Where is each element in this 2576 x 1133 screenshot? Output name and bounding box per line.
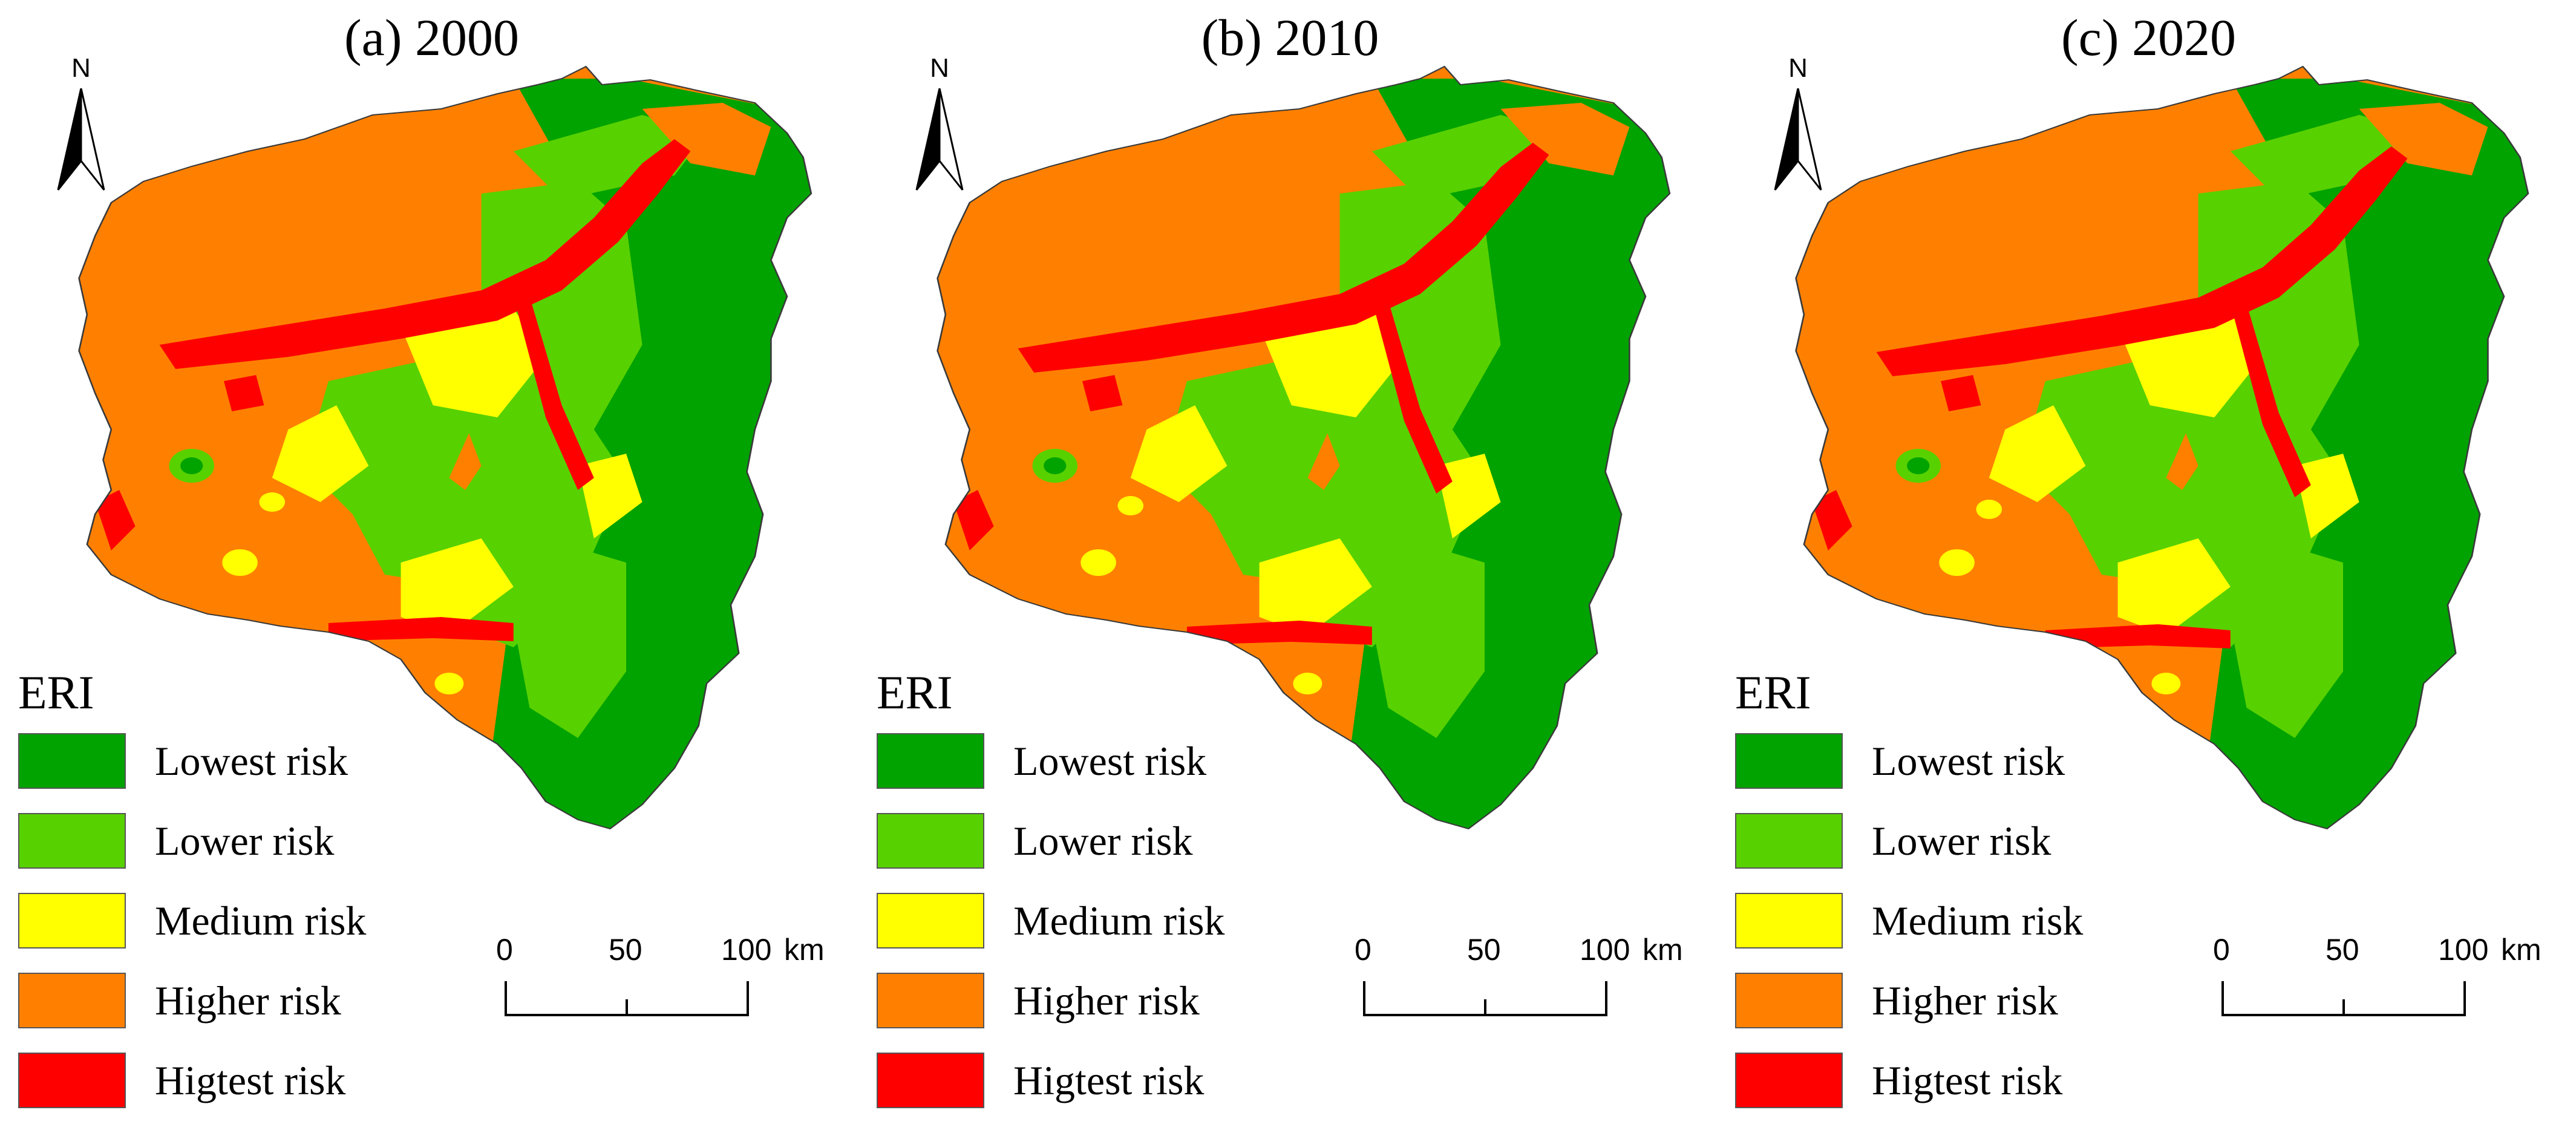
legend-label: Lower risk — [155, 818, 335, 864]
legend-item: Higher risk — [877, 973, 1312, 1033]
legend-item: Higtest risk — [18, 1053, 454, 1113]
north-label: N — [1788, 53, 1808, 83]
legend-label: Higher risk — [155, 978, 341, 1024]
map-area — [1780, 42, 2576, 841]
legend-swatch — [877, 893, 984, 949]
legend: ERI Lowest risk Lower risk Medium risk H… — [1735, 665, 2171, 1125]
legend-label: Higtest risk — [155, 1057, 346, 1103]
legend-swatch — [18, 1053, 126, 1108]
north-label: N — [930, 53, 949, 83]
panel-title: (c) 2020 — [2061, 8, 2236, 67]
north-arrow-icon — [57, 88, 105, 191]
scale-unit: km — [1643, 933, 1683, 967]
north-arrow-icon — [915, 88, 964, 191]
legend-swatch — [877, 1053, 984, 1108]
legend-label: Medium risk — [1872, 898, 2084, 944]
scale-bar-line — [505, 981, 749, 1016]
legend-title: ERI — [1735, 666, 1811, 719]
scale-tick-50: 50 — [2326, 933, 2359, 967]
legend-item: Medium risk — [18, 893, 454, 953]
scale-bar-line — [1363, 981, 1607, 1016]
region-boundary — [1795, 65, 2529, 830]
legend-title: ERI — [18, 666, 94, 719]
scale-tick-0: 0 — [496, 933, 513, 967]
medium-risk-zone — [1259, 309, 1404, 417]
scale-tick-100: 100 — [2438, 933, 2489, 967]
highest-risk-corridor — [159, 139, 691, 369]
legend: ERI Lowest risk Lower risk Medium risk H… — [877, 665, 1312, 1125]
north-label: N — [71, 53, 91, 83]
legend-label: Lowest risk — [1013, 738, 1207, 784]
legend-label: Medium risk — [155, 898, 367, 944]
legend-swatch — [877, 973, 984, 1028]
panel-title: (b) 2010 — [1201, 8, 1379, 67]
region-boundary — [78, 65, 812, 830]
legend-item: Higher risk — [18, 973, 454, 1033]
north-arrow-icon — [1774, 88, 1822, 191]
legend-item: Medium risk — [1735, 893, 2171, 953]
panel-title: (a) 2000 — [344, 8, 519, 67]
map-area — [921, 42, 1726, 841]
legend-swatch — [877, 733, 984, 789]
legend-item: Higtest risk — [877, 1053, 1312, 1113]
legend-label: Higher risk — [1013, 978, 1200, 1024]
legend-item: Lower risk — [1735, 813, 2171, 873]
legend-label: Lower risk — [1872, 818, 2051, 864]
legend-item: Medium risk — [877, 893, 1312, 953]
scale-tick-50: 50 — [609, 933, 642, 967]
legend-item: Lowest risk — [877, 733, 1312, 794]
map-area — [63, 42, 868, 841]
region-boundary — [937, 65, 1671, 830]
legend-label: Medium risk — [1013, 898, 1225, 944]
legend-label: Lowest risk — [155, 738, 348, 784]
legend-item: Higtest risk — [1735, 1053, 2171, 1113]
legend-item: Lowest risk — [18, 733, 454, 794]
north-arrow: N — [903, 53, 976, 198]
legend-label: Lowest risk — [1872, 738, 2065, 784]
scale-unit: km — [784, 933, 825, 967]
legend-swatch — [18, 733, 126, 789]
legend-swatch — [1735, 1053, 1843, 1108]
legend-item: Higher risk — [1735, 973, 2171, 1033]
legend-swatch — [1735, 973, 1843, 1028]
map-panel-3: (c) 2020 N — [1719, 0, 2576, 1133]
scale-bar: 0 50 100 km — [1355, 932, 1690, 1034]
map-panel-2: (b) 2010 N — [861, 0, 1719, 1133]
highest-risk-corridor — [1018, 143, 1549, 373]
scale-unit: km — [2501, 933, 2542, 967]
scale-bar: 0 50 100 km — [496, 932, 831, 1034]
north-arrow: N — [45, 53, 117, 198]
legend-label: Higtest risk — [1872, 1057, 2063, 1103]
legend-swatch — [1735, 813, 1843, 869]
north-arrow: N — [1762, 53, 1834, 198]
scale-tick-0: 0 — [1355, 933, 1371, 967]
scale-tick-50: 50 — [1467, 933, 1501, 967]
scale-tick-100: 100 — [1580, 933, 1630, 967]
scale-tick-100: 100 — [721, 933, 772, 967]
legend-swatch — [1735, 733, 1843, 789]
scale-bar-line — [2221, 981, 2466, 1016]
scale-bar: 0 50 100 km — [2213, 932, 2548, 1034]
legend-swatch — [877, 813, 984, 869]
legend-label: Higher risk — [1872, 978, 2058, 1024]
legend-swatch — [18, 813, 126, 869]
legend-swatch — [18, 893, 126, 949]
legend-label: Higtest risk — [1013, 1057, 1205, 1103]
medium-risk-zone — [400, 309, 546, 417]
scale-tick-0: 0 — [2213, 933, 2230, 967]
map-panel-1: (a) 2000 N — [2, 0, 861, 1133]
risk-map — [937, 65, 1671, 830]
legend-swatch — [18, 973, 126, 1028]
risk-map — [78, 65, 812, 830]
highest-risk-corridor — [1876, 146, 2408, 376]
legend-swatch — [1735, 893, 1843, 949]
legend-title: ERI — [877, 666, 953, 719]
risk-map — [1795, 65, 2529, 830]
legend-item: Lowest risk — [1735, 733, 2171, 794]
legend: ERI Lowest risk Lower risk Medium risk H… — [18, 665, 454, 1125]
legend-label: Lower risk — [1013, 818, 1193, 864]
legend-item: Lower risk — [18, 813, 454, 873]
legend-item: Lower risk — [877, 813, 1312, 873]
